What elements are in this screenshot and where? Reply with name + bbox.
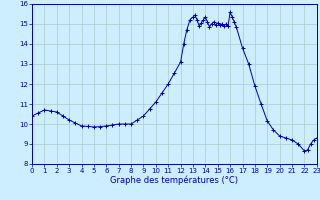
X-axis label: Graphe des températures (°C): Graphe des températures (°C) — [110, 176, 238, 185]
